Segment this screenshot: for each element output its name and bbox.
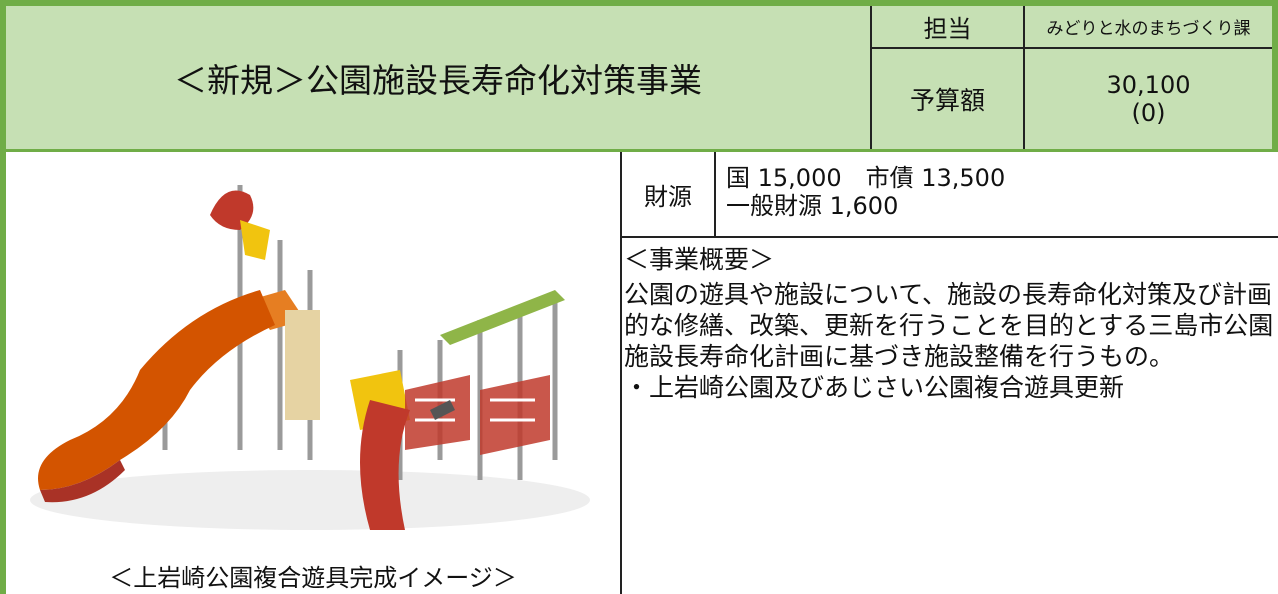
funding-cell: 国 15,000 市債 13,500 一般財源 1,600: [716, 152, 1278, 238]
header: [0, 0, 1278, 152]
playground-image: [30, 185, 590, 530]
budget-cell: 30,100 (0): [1025, 49, 1272, 149]
funding-label: 財源: [622, 152, 716, 238]
tanto-label: 担当: [872, 6, 1025, 49]
divider: [620, 152, 622, 594]
overview-body: 公園の遊具や施設について、施設の長寿命化対策及び計画的な修繕、改築、更新を行うこ…: [624, 280, 1274, 371]
image-caption: ＜上岩崎公園複合遊具完成イメージ＞: [109, 563, 517, 592]
overview-bullet: ・上岩崎公園及びあじさい公園複合遊具更新: [624, 373, 1125, 402]
funding-line: 国 15,000 市債 13,500: [726, 164, 1006, 192]
title: ＜新規＞公園施設長寿命化対策事業: [6, 6, 872, 149]
budget-value: 30,100: [1106, 71, 1191, 99]
budget-prev: (0): [1131, 99, 1166, 127]
tanto-value: みどりと水のまちづくり課: [1025, 6, 1272, 49]
left-border: [0, 152, 6, 594]
budget-label: 予算額: [872, 49, 1025, 149]
overview: ＜事業概要＞ 公園の遊具や施設について、施設の長寿命化対策及び計画的な修繕、改築…: [622, 240, 1274, 403]
overview-heading: ＜事業概要＞: [624, 245, 775, 274]
funding-line: 一般財源 1,600: [726, 192, 899, 220]
